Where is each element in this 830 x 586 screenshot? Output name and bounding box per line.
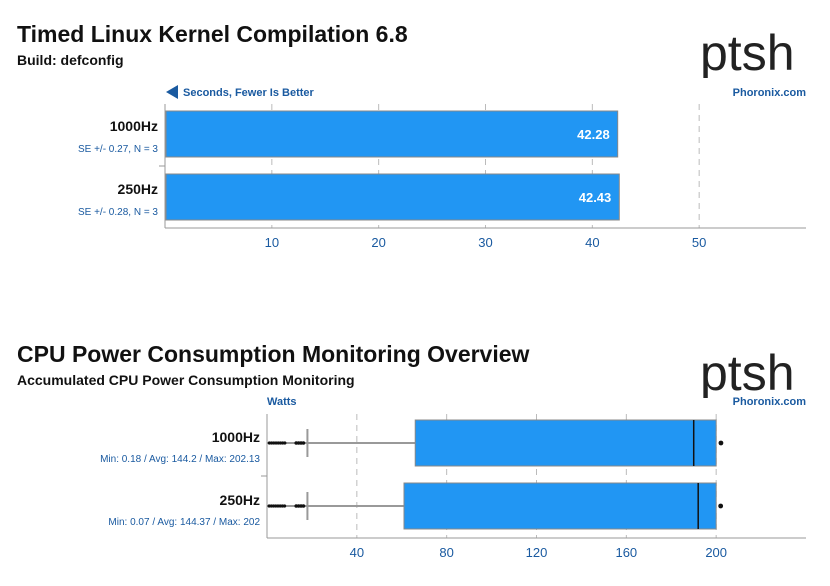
outlier-point <box>267 441 272 445</box>
kernel-compilation-chart: Seconds, Fewer Is Better Phoronix.com 10 20… <box>78 85 807 250</box>
category-label: 250Hz <box>118 181 158 197</box>
chart-subtitle: Accumulated CPU Power Consumption Monito… <box>17 372 355 388</box>
outlier-point <box>282 504 287 508</box>
x-tick-label: 40 <box>350 545 364 560</box>
chart-title: Timed Linux Kernel Compilation 6.8 <box>17 21 408 47</box>
source-label: Phoronix.com <box>733 396 807 408</box>
outlier-point <box>281 441 285 445</box>
category-annotation: Min: 0.18 / Avg: 144.2 / Max: 202.13 <box>100 454 260 465</box>
x-tick-label: 40 <box>585 235 599 250</box>
outlier-point <box>267 504 271 508</box>
chart-subtitle: Build: defconfig <box>17 52 124 68</box>
max-point <box>718 503 724 509</box>
x-tick-label: 10 <box>265 235 279 250</box>
left-arrow-icon <box>166 85 178 99</box>
box <box>414 419 717 467</box>
box <box>403 482 717 530</box>
outlier-point <box>294 504 299 508</box>
x-tick-label: 200 <box>705 545 727 560</box>
outlier-point <box>270 441 274 445</box>
x-tick-label: 50 <box>692 235 706 250</box>
outlier-point <box>274 504 278 508</box>
measure-label: Watts <box>267 396 297 408</box>
outlier-point <box>276 441 280 445</box>
x-tick-label: 80 <box>439 545 453 560</box>
x-tick-label: 20 <box>371 235 385 250</box>
category-label: 250Hz <box>220 492 260 508</box>
x-tick-label: 120 <box>526 545 548 560</box>
max-point <box>718 440 724 446</box>
pts-logo-text: ptsh <box>700 346 795 398</box>
pts-logo-text: ptsh <box>700 26 795 78</box>
pts-logo-icon: ptsh <box>700 345 810 403</box>
kernel-compilation-panel: Seconds, Fewer Is Better Phoronix.com 10 20… <box>0 0 830 280</box>
outlier-point <box>276 504 280 508</box>
category-annotation: SE +/- 0.28, N = 3 <box>78 207 158 218</box>
outlier-point <box>272 441 276 445</box>
outlier-point <box>278 441 283 445</box>
category-annotation: SE +/- 0.27, N = 3 <box>78 144 158 155</box>
bar <box>165 173 620 221</box>
bar-value-label: 42.28 <box>577 127 610 142</box>
category-label: 1000Hz <box>110 118 158 134</box>
outlier-point <box>280 504 284 508</box>
bar <box>165 110 619 158</box>
category-label: 1000Hz <box>212 429 260 445</box>
pts-logo-icon: ptsh <box>700 25 810 83</box>
outlier-point <box>294 441 299 445</box>
power-consumption-chart: Watts Phoronix.com 40 80 120 160 200 1000Hz Min:… <box>100 396 807 560</box>
chart-title: CPU Power Consumption Monitoring Overvie… <box>17 341 530 367</box>
category-annotation: Min: 0.07 / Avg: 144.37 / Max: 202 <box>108 517 260 528</box>
power-consumption-panel: Watts Phoronix.com 40 80 120 160 200 1000Hz Min:… <box>0 320 830 586</box>
outlier-point <box>269 504 273 508</box>
outlier-point <box>271 504 276 508</box>
measure-label: Seconds, Fewer Is Better <box>183 87 315 99</box>
outlier-point <box>278 504 282 508</box>
bar-value-label: 42.43 <box>579 190 612 205</box>
source-label: Phoronix.com <box>733 87 807 99</box>
outlier-point <box>283 441 287 445</box>
outlier-point <box>274 441 278 445</box>
x-tick-label: 160 <box>615 545 637 560</box>
x-tick-label: 30 <box>478 235 492 250</box>
